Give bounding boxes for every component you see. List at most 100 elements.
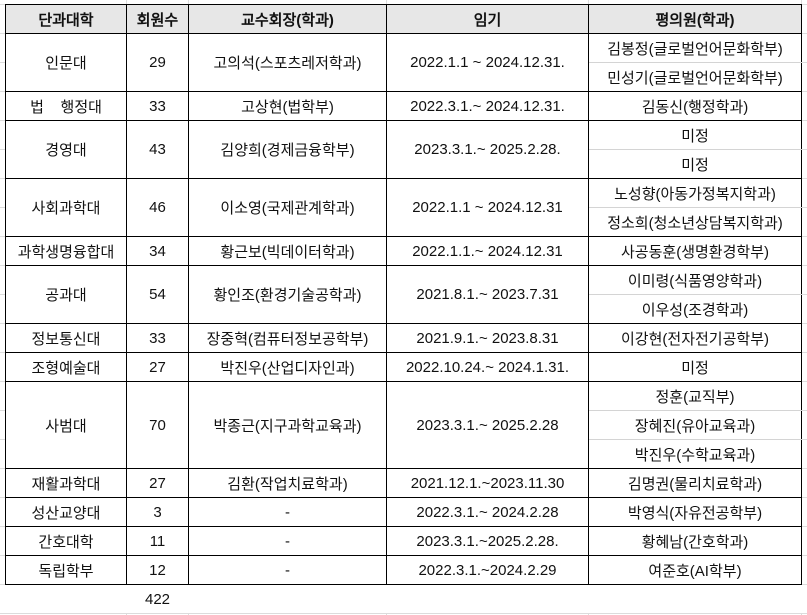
table-row: 성산교양대 3-2022.3.1.~ 2024.2.28 박영식(자유전공학부): [5, 497, 802, 527]
members-cell[interactable]: 12: [126, 555, 189, 585]
table-row: 조형예술대 27 박진우(산업디자인과) 2022.10.24.~ 2024.1.31…: [5, 352, 802, 382]
president-cell[interactable]: 박종근(지구과학교육과): [188, 381, 387, 469]
college-cell[interactable]: 독립학부: [5, 555, 127, 585]
members-cell[interactable]: 3: [126, 497, 189, 527]
president-cell[interactable]: 김환(작업치료학과): [188, 468, 387, 498]
councilor-cell[interactable]: 미정: [588, 120, 802, 150]
councilor-cell[interactable]: 여준호(AI학부): [588, 555, 802, 585]
college-cell[interactable]: 인문대: [5, 33, 127, 92]
total-row: 422: [6, 585, 802, 614]
members-cell[interactable]: 70: [126, 381, 189, 469]
councilor-cell[interactable]: 정훈(교직부): [588, 381, 802, 411]
header-term[interactable]: 임기: [386, 4, 589, 34]
table-row: 과학생명융합대 34 황근보(빅데이터학과) 2022.1.1.~ 2024.12.3…: [5, 236, 802, 266]
college-cell[interactable]: 경영대: [5, 120, 127, 179]
councilor-cell[interactable]: 이강현(전자전기공학부): [588, 323, 802, 353]
table-row: 사범대 70 박종근(지구과학교육과) 2023.3.1.~ 2025.2.28 정훈(…: [5, 381, 802, 469]
councilor-cell[interactable]: 황혜남(간호학과): [588, 526, 802, 556]
councilor-cell[interactable]: 박진우(수학교육과): [588, 439, 802, 469]
councilor-cell[interactable]: 미정: [588, 352, 802, 382]
members-cell[interactable]: 29: [126, 33, 189, 92]
councilor-cell[interactable]: 노성향(아동가정복지학과): [588, 178, 802, 208]
president-cell[interactable]: 황인조(환경기술공학과): [188, 265, 387, 324]
table-row: 경영대 43 김양희(경제금융학부) 2023.3.1.~ 2025.2.28. 미정: [5, 120, 802, 179]
empty-cell[interactable]: [589, 585, 802, 614]
term-cell[interactable]: 2022.1.1 ~ 2024.12.31: [386, 178, 589, 237]
term-cell[interactable]: 2023.3.1.~ 2025.2.28.: [386, 120, 589, 179]
members-cell[interactable]: 34: [126, 236, 189, 266]
table-row: 재활과학대 27 김환(작업치료학과) 2021.12.1.~2023.11.30 김명…: [5, 468, 802, 498]
term-cell[interactable]: 2022.1.1 ~ 2024.12.31.: [386, 33, 589, 92]
college-cell[interactable]: 간호대학: [5, 526, 127, 556]
president-cell[interactable]: 황근보(빅데이터학과): [188, 236, 387, 266]
table-row: 민성기(글로벌언어문화학부): [6, 62, 802, 92]
term-cell[interactable]: 2021.8.1.~ 2023.7.31: [386, 265, 589, 324]
table-row: 인문대 29 고의석(스포츠레저학과) 2022.1.1 ~ 2024.12.31. 김…: [5, 33, 802, 92]
college-cell[interactable]: 공과대: [5, 265, 127, 324]
header-president[interactable]: 교수회장(학과): [188, 4, 387, 34]
table-body: 인문대 29 고의석(스포츠레저학과) 2022.1.1 ~ 2024.12.31. 김…: [5, 33, 802, 614]
members-cell[interactable]: 27: [126, 352, 189, 382]
term-cell[interactable]: 2022.3.1.~2024.2.29: [386, 555, 589, 585]
members-cell[interactable]: 43: [126, 120, 189, 179]
president-cell[interactable]: 박진우(산업디자인과): [188, 352, 387, 382]
councilor-cell[interactable]: 김명권(물리치료학과): [588, 468, 802, 498]
members-cell[interactable]: 11: [126, 526, 189, 556]
table-row: 공과대 54 황인조(환경기술공학과) 2021.8.1.~ 2023.7.31 이미령…: [5, 265, 802, 324]
councilor-cell[interactable]: 박영식(자유전공학부): [588, 497, 802, 527]
college-cell[interactable]: 사범대: [5, 381, 127, 469]
term-cell[interactable]: 2022.3.1.~ 2024.12.31.: [386, 91, 589, 121]
table-row: 간호대학 11-2023.3.1.~2025.2.28. 황혜남(간호학과): [5, 526, 802, 556]
councilor-cell[interactable]: 이우성(조경학과): [588, 294, 802, 324]
president-cell[interactable]: 김양희(경제금융학부): [188, 120, 387, 179]
term-cell[interactable]: 2021.9.1.~ 2023.8.31: [386, 323, 589, 353]
total-members-cell[interactable]: 422: [144, 590, 171, 608]
president-cell[interactable]: 장중혁(컴퓨터정보공학부): [188, 323, 387, 353]
table-row: 법 행정대 33 고상현(법학부) 2022.3.1.~ 2024.12.31. 김동신…: [5, 91, 802, 121]
empty-cell[interactable]: [189, 585, 387, 614]
members-cell[interactable]: 46: [126, 178, 189, 237]
councilor-cell[interactable]: 장혜진(유아교육과): [588, 410, 802, 440]
table-row: 정소희(청소년상담복지학과): [6, 207, 802, 237]
empty-cell[interactable]: [6, 585, 127, 614]
members-cell[interactable]: 33: [126, 323, 189, 353]
college-cell[interactable]: 사회과학대: [5, 178, 127, 237]
term-cell[interactable]: 2023.3.1.~ 2025.2.28: [386, 381, 589, 469]
councilor-cell[interactable]: 미정: [588, 149, 802, 179]
councilor-cell[interactable]: 김봉정(글로벌언어문화학부): [588, 33, 802, 63]
college-cell[interactable]: 과학생명융합대: [5, 236, 127, 266]
members-cell[interactable]: 33: [126, 91, 189, 121]
term-cell[interactable]: 2022.10.24.~ 2024.1.31.: [386, 352, 589, 382]
members-cell[interactable]: 54: [126, 265, 189, 324]
president-cell[interactable]: 이소영(국제관계학과): [188, 178, 387, 237]
councilor-cell[interactable]: 김동신(행정학과): [588, 91, 802, 121]
term-cell[interactable]: 2022.3.1.~ 2024.2.28: [386, 497, 589, 527]
table-row: 독립학부 12-2022.3.1.~2024.2.29 여준호(AI학부): [5, 555, 802, 585]
college-cell[interactable]: 정보통신대: [5, 323, 127, 353]
term-cell[interactable]: 2021.12.1.~2023.11.30: [386, 468, 589, 498]
header-row: 단과대학 회원수 교수회장(학과) 임기 평의원(학과): [5, 4, 802, 34]
term-cell[interactable]: 2023.3.1.~2025.2.28.: [386, 526, 589, 556]
president-cell[interactable]: -: [188, 526, 387, 556]
table-row: 이우성(조경학과): [6, 294, 802, 324]
college-cell[interactable]: 성산교양대: [5, 497, 127, 527]
faculty-council-table: 단과대학 회원수 교수회장(학과) 임기 평의원(학과) 인문대 29 고의석(스포…: [5, 4, 802, 613]
table-row: 정보통신대 33 장중혁(컴퓨터정보공학부) 2021.9.1.~ 2023.8.31…: [5, 323, 802, 353]
header-councilors[interactable]: 평의원(학과): [588, 4, 802, 34]
councilor-cell[interactable]: 민성기(글로벌언어문화학부): [588, 62, 802, 92]
councilor-cell[interactable]: 사공동훈(생명환경학부): [588, 236, 802, 266]
empty-cell[interactable]: [387, 585, 589, 614]
members-cell[interactable]: 27: [126, 468, 189, 498]
header-college[interactable]: 단과대학: [5, 4, 127, 34]
president-cell[interactable]: 고의석(스포츠레저학과): [188, 33, 387, 92]
councilor-cell[interactable]: 정소희(청소년상담복지학과): [588, 207, 802, 237]
president-cell[interactable]: -: [188, 497, 387, 527]
councilor-cell[interactable]: 이미령(식품영양학과): [588, 265, 802, 295]
header-members[interactable]: 회원수: [126, 4, 189, 34]
term-cell[interactable]: 2022.1.1.~ 2024.12.31: [386, 236, 589, 266]
college-cell[interactable]: 법 행정대: [5, 91, 127, 121]
president-cell[interactable]: 고상현(법학부): [188, 91, 387, 121]
college-cell[interactable]: 재활과학대: [5, 468, 127, 498]
college-cell[interactable]: 조형예술대: [5, 352, 127, 382]
president-cell[interactable]: -: [188, 555, 387, 585]
